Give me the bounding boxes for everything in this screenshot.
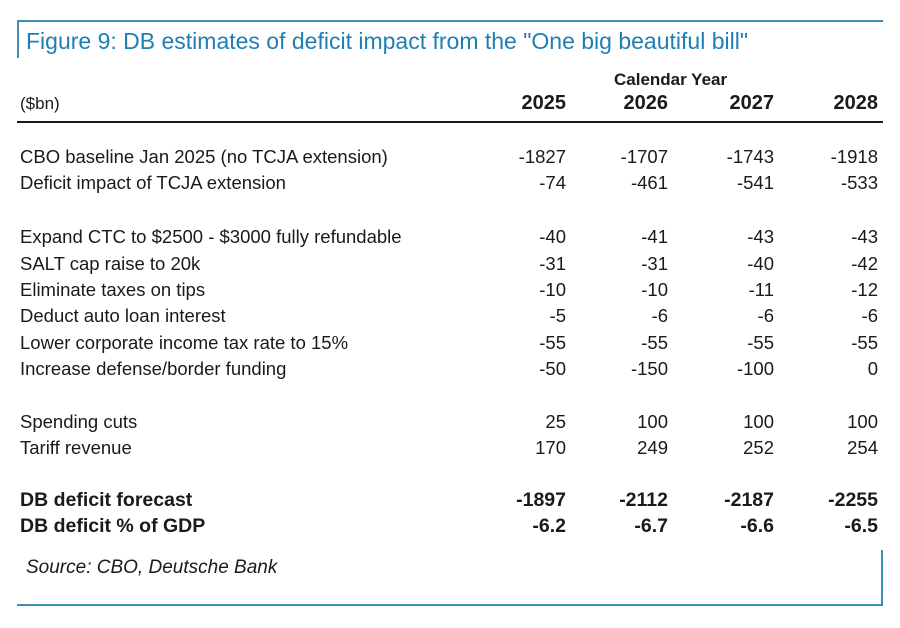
frame-bottom-border xyxy=(17,604,883,606)
cell-value-2027: -6.6 xyxy=(740,515,774,537)
cell-value-2026: -150 xyxy=(630,358,668,379)
cell-value-2027: -55 xyxy=(747,332,774,353)
cell-value-2026: 100 xyxy=(637,411,668,432)
row-label: Spending cuts xyxy=(20,411,138,432)
cell-value-2025: -6.2 xyxy=(532,515,566,537)
row-label: Tariff revenue xyxy=(20,437,132,458)
cell-value-2028: -533 xyxy=(840,172,878,193)
row-label: Deficit impact of TCJA extension xyxy=(20,172,286,193)
cell-value-2028: 254 xyxy=(847,437,878,458)
row-label: Expand CTC to $2500 - $3000 fully refund… xyxy=(20,226,402,247)
cell-value-2027: -541 xyxy=(736,172,774,193)
cell-value-2028: -43 xyxy=(851,226,878,247)
cell-value-2027: 252 xyxy=(743,437,774,458)
cell-value-2027: -11 xyxy=(748,279,774,300)
cell-value-2028: -6 xyxy=(861,305,878,326)
row-label: Increase defense/border funding xyxy=(20,358,287,379)
cell-value-2026: -55 xyxy=(641,332,668,353)
unit-label: ($bn) xyxy=(20,94,60,113)
cell-value-2026: -41 xyxy=(641,226,668,247)
table-row: Expand CTC to $2500 - $3000 fully refund… xyxy=(0,226,900,252)
cell-value-2026: -1707 xyxy=(620,146,668,167)
cell-value-2027: -6 xyxy=(757,305,774,326)
table-row: SALT cap raise to 20k -31 -31 -40 -42 xyxy=(0,253,900,279)
table-row: Tariff revenue 170 249 252 254 xyxy=(0,437,900,463)
row-label: Lower corporate income tax rate to 15% xyxy=(20,332,349,353)
row-label: Eliminate taxes on tips xyxy=(20,279,206,300)
cell-value-2028: 100 xyxy=(847,411,878,432)
cell-value-2027: -1743 xyxy=(726,146,774,167)
cell-value-2025: 25 xyxy=(545,411,566,432)
source-note: Source: CBO, Deutsche Bank xyxy=(26,557,278,578)
cell-value-2026: 249 xyxy=(637,437,668,458)
cell-value-2025: -74 xyxy=(539,172,566,193)
year-header-2028: 2028 xyxy=(833,92,879,114)
frame-left-border xyxy=(17,20,19,58)
header-rule xyxy=(17,121,883,123)
frame-top-border xyxy=(17,20,883,22)
cell-value-2025: -10 xyxy=(539,279,566,300)
cell-value-2025: -55 xyxy=(539,332,566,353)
cell-value-2025: -40 xyxy=(539,226,566,247)
table-row: CBO baseline Jan 2025 (no TCJA extension… xyxy=(0,146,900,172)
cell-value-2026: -31 xyxy=(641,253,668,274)
row-label: DB deficit forecast xyxy=(20,489,193,511)
cell-value-2028: -2255 xyxy=(828,489,878,511)
table-row: Increase defense/border funding -50 -150 -1… xyxy=(0,358,900,384)
row-label: CBO baseline Jan 2025 (no TCJA extension… xyxy=(20,146,388,167)
cell-value-2028: -6.5 xyxy=(844,515,878,537)
cell-value-2026: -10 xyxy=(641,279,668,300)
table-row: Deduct auto loan interest -5 -6 -6 -6 xyxy=(0,305,900,331)
cell-value-2028: -55 xyxy=(851,332,878,353)
cell-value-2028: -1918 xyxy=(830,146,878,167)
year-header-2026: 2026 xyxy=(623,92,669,114)
table-row: DB deficit forecast -1897 -2112 -2187 -2255 xyxy=(0,489,900,515)
year-header-2027: 2027 xyxy=(729,92,775,114)
cell-value-2028: -12 xyxy=(851,279,878,300)
cell-value-2027: -100 xyxy=(736,358,774,379)
cell-value-2025: -1897 xyxy=(516,489,566,511)
figure-title: Figure 9: DB estimates of deficit impact… xyxy=(26,28,748,54)
cell-value-2028: -42 xyxy=(851,253,878,274)
table-row: Deficit impact of TCJA extension -74 -461 -… xyxy=(0,172,900,198)
table-row: DB deficit % of GDP -6.2 -6.7 -6.6 -6.5 xyxy=(0,515,900,541)
cell-value-2026: -6.7 xyxy=(634,515,668,537)
cell-value-2025: -5 xyxy=(549,305,566,326)
row-label: SALT cap raise to 20k xyxy=(20,253,201,274)
column-group-label: Calendar Year xyxy=(614,70,728,89)
cell-value-2025: 170 xyxy=(535,437,566,458)
cell-value-2025: -1827 xyxy=(518,146,566,167)
cell-value-2027: -2187 xyxy=(724,489,774,511)
row-label: Deduct auto loan interest xyxy=(20,305,226,326)
table-row: Eliminate taxes on tips -10 -10 -11 -12 xyxy=(0,279,900,305)
table-row: Spending cuts 25 100 100 100 xyxy=(0,411,900,437)
row-label: DB deficit % of GDP xyxy=(20,515,206,537)
cell-value-2025: -31 xyxy=(539,253,566,274)
cell-value-2028: 0 xyxy=(867,358,878,379)
cell-value-2027: 100 xyxy=(743,411,774,432)
cell-value-2025: -50 xyxy=(539,358,566,379)
cell-value-2026: -6 xyxy=(651,305,668,326)
table-row: Lower corporate income tax rate to 15% -5… xyxy=(0,332,900,358)
cell-value-2026: -461 xyxy=(630,172,668,193)
cell-value-2026: -2112 xyxy=(619,489,668,511)
year-header-2025: 2025 xyxy=(521,92,567,114)
frame-right-border xyxy=(881,550,883,606)
cell-value-2027: -43 xyxy=(747,226,774,247)
cell-value-2027: -40 xyxy=(747,253,774,274)
